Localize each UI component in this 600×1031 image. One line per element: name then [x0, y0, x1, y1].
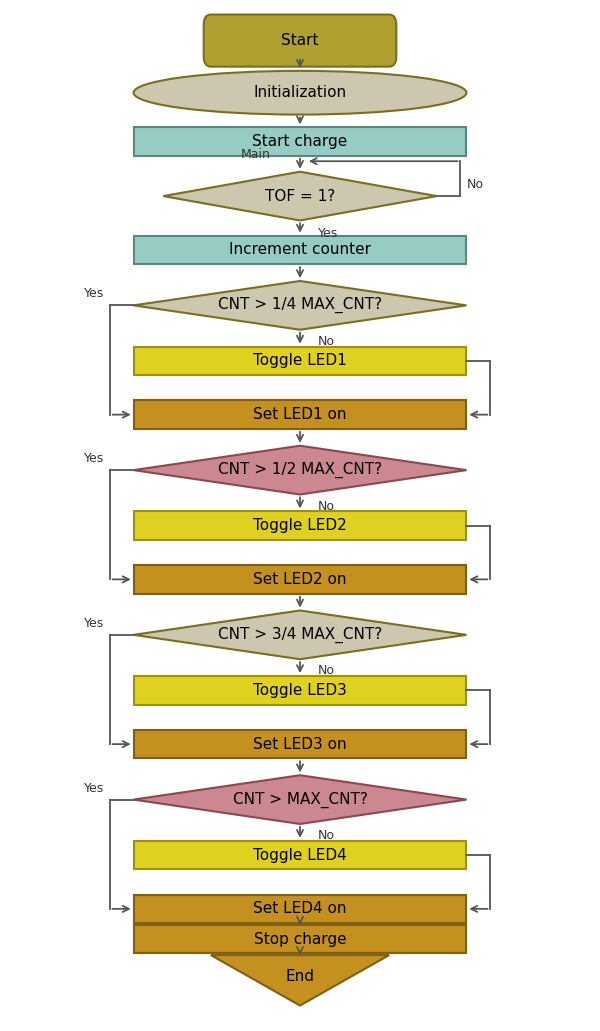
Polygon shape — [163, 172, 437, 221]
Text: Set LED4 on: Set LED4 on — [253, 901, 347, 917]
Text: Initialization: Initialization — [253, 86, 347, 100]
Text: Yes: Yes — [318, 227, 338, 240]
Text: Yes: Yes — [83, 781, 104, 795]
Text: Increment counter: Increment counter — [229, 242, 371, 258]
Bar — [134, 565, 466, 594]
Text: CNT > MAX_CNT?: CNT > MAX_CNT? — [233, 792, 367, 807]
Text: Start: Start — [281, 33, 319, 48]
Text: No: No — [318, 664, 335, 677]
Polygon shape — [134, 281, 466, 330]
Text: Start charge: Start charge — [253, 134, 347, 148]
Text: Set LED2 on: Set LED2 on — [253, 572, 347, 587]
Text: No: No — [318, 335, 335, 347]
Text: CNT > 1/4 MAX_CNT?: CNT > 1/4 MAX_CNT? — [218, 297, 382, 313]
Text: End: End — [286, 969, 314, 984]
Text: Toggle LED3: Toggle LED3 — [253, 683, 347, 698]
Bar — [134, 236, 466, 264]
Text: Yes: Yes — [83, 452, 104, 465]
Bar — [134, 676, 466, 704]
Text: Main: Main — [241, 148, 270, 161]
Text: No: No — [318, 829, 335, 842]
Bar — [134, 895, 466, 923]
Text: Stop charge: Stop charge — [254, 932, 346, 946]
Bar — [134, 400, 466, 429]
Text: Toggle LED2: Toggle LED2 — [253, 519, 347, 533]
Polygon shape — [211, 955, 389, 1005]
Bar — [134, 346, 466, 375]
Text: Set LED1 on: Set LED1 on — [253, 407, 347, 422]
Bar — [134, 841, 466, 869]
Text: CNT > 3/4 MAX_CNT?: CNT > 3/4 MAX_CNT? — [218, 627, 382, 643]
Ellipse shape — [134, 71, 466, 114]
Text: Toggle LED1: Toggle LED1 — [253, 354, 347, 368]
Text: Set LED3 on: Set LED3 on — [253, 736, 347, 752]
Polygon shape — [134, 610, 466, 659]
Bar — [134, 511, 466, 540]
Bar — [134, 127, 466, 156]
Text: Yes: Yes — [83, 617, 104, 630]
Polygon shape — [134, 445, 466, 495]
FancyBboxPatch shape — [203, 14, 396, 67]
Text: Toggle LED4: Toggle LED4 — [253, 847, 347, 863]
Text: No: No — [318, 500, 335, 512]
Text: No: No — [466, 178, 484, 191]
Text: TOF = 1?: TOF = 1? — [265, 189, 335, 203]
Text: CNT > 1/2 MAX_CNT?: CNT > 1/2 MAX_CNT? — [218, 462, 382, 478]
Bar — [134, 730, 466, 759]
Text: Yes: Yes — [83, 288, 104, 300]
Polygon shape — [134, 775, 466, 824]
Bar — [134, 925, 466, 954]
